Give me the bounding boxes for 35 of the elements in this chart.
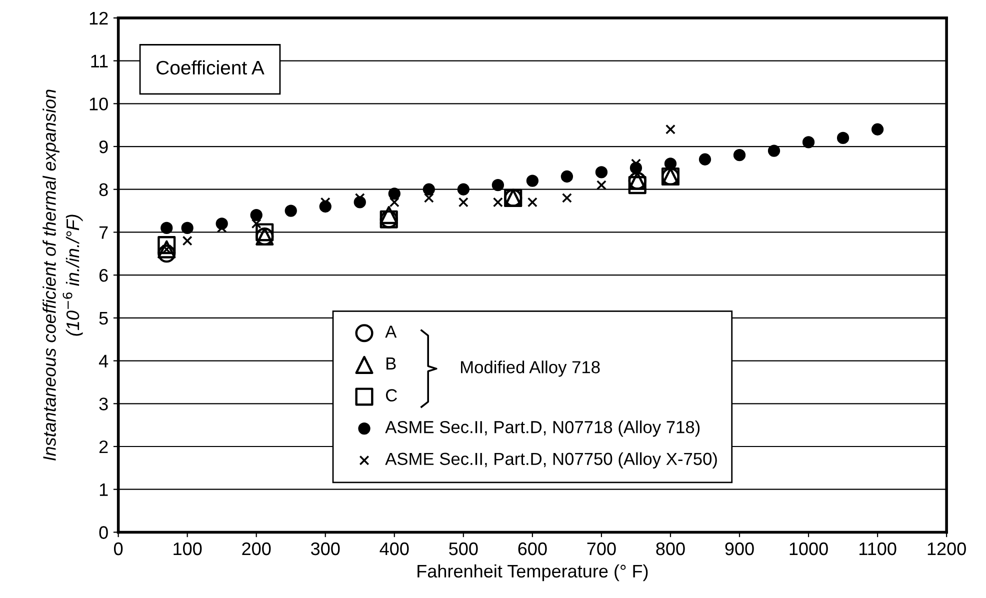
x-tick-label: 800 bbox=[656, 542, 685, 556]
x-tick-label: 1000 bbox=[790, 542, 828, 556]
x-tick-label: 0 bbox=[114, 542, 123, 556]
x-tick-label: 100 bbox=[174, 542, 202, 556]
x-tick-label: 400 bbox=[380, 542, 409, 556]
y-tick-label: 7 bbox=[99, 226, 108, 239]
annotation: Modified Alloy 718 bbox=[461, 360, 600, 377]
y-tick-label: 6 bbox=[99, 269, 108, 282]
y-tick-label: 4 bbox=[98, 354, 108, 368]
legend-label: A bbox=[385, 326, 397, 338]
legend-label: B bbox=[386, 358, 396, 370]
y-tick-label: 1 bbox=[100, 483, 108, 496]
x-tick-label: 300 bbox=[311, 542, 340, 556]
y-tick-label: 11 bbox=[91, 54, 108, 68]
x-tick-label: 600 bbox=[518, 542, 547, 556]
y-tick-label: 2 bbox=[99, 440, 108, 454]
y-tick-label: 12 bbox=[90, 12, 108, 24]
legend-label: C bbox=[386, 389, 397, 402]
text: Coefficient A bbox=[156, 60, 264, 75]
x-axis-title: Fahrenheit Temperature (° F) bbox=[418, 564, 648, 582]
x-tick-label: 1100 bbox=[860, 542, 896, 556]
legend-label: ASME Sec.II, Part.D, N07750 (Alloy X-750) bbox=[385, 452, 717, 469]
y-tick-label: 10 bbox=[90, 98, 108, 110]
y-tick-label: 5 bbox=[99, 312, 108, 325]
y-axis-title: Instantaneous coefficient of thermal expansion (10$^{−6}$ in./in./°F) bbox=[42, 90, 83, 461]
y-tick-label: 0 bbox=[99, 526, 108, 539]
x-tick-label: 200 bbox=[242, 542, 271, 556]
y-tick-label: 3 bbox=[99, 398, 108, 410]
x-tick-label: 700 bbox=[587, 542, 616, 556]
legend-label: ASME Sec.II, Part.D, N07718 (Alloy 718) bbox=[385, 420, 700, 437]
x-tick-label: 900 bbox=[725, 542, 754, 556]
y-tick-label: 8 bbox=[99, 183, 108, 196]
y-tick-label: 9 bbox=[99, 140, 108, 154]
x-tick-label: 500 bbox=[449, 542, 478, 556]
x-tick-label: 1200 bbox=[928, 542, 966, 556]
